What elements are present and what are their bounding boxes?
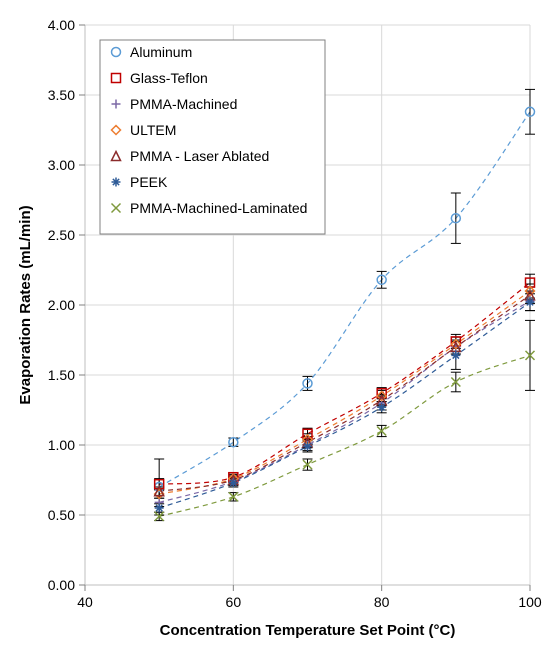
y-tick-label: 3.00 (48, 157, 75, 173)
series-Glass-Teflon (154, 274, 535, 490)
series-line (159, 302, 530, 508)
y-tick-label: 0.00 (48, 577, 75, 593)
x-tick-label: 100 (518, 594, 542, 610)
legend-item: PMMA - Laser Ablated (112, 148, 270, 164)
series-markers (155, 298, 535, 513)
series-ULTEM (154, 284, 535, 498)
x-tick-label: 80 (374, 594, 390, 610)
y-tick-label: 2.00 (48, 297, 75, 313)
series-markers (155, 287, 535, 499)
legend-label: ULTEM (130, 122, 176, 138)
legend-label: PMMA-Machined (130, 96, 237, 112)
series-markers (155, 351, 535, 521)
series-PMMA - Laser Ablated (154, 287, 535, 496)
y-axis-label: Evaporation Rates (mL/min) (17, 205, 34, 404)
y-tick-label: 3.50 (48, 87, 75, 103)
legend-label: Aluminum (130, 44, 192, 60)
evap-rate-chart: 40 60 80 100 0.00 0.50 1.00 1.50 2.00 2.50 3.00 3.5… (0, 0, 555, 657)
y-tick-label: 2.50 (48, 227, 75, 243)
series-line (159, 295, 530, 491)
legend-label: Glass-Teflon (130, 70, 208, 86)
series-PMMA-Machined (154, 291, 535, 507)
y-tick-label: 1.00 (48, 437, 75, 453)
x-axis-label: Concentration Temperature Set Point (°C) (160, 622, 456, 639)
legend-item: PMMA-Machined (112, 96, 238, 112)
chart-svg: 40 60 80 100 0.00 0.50 1.00 1.50 2.00 2.50 3.00 3.5… (0, 0, 555, 657)
x-tick-label: 40 (77, 594, 93, 610)
legend-label: PEEK (130, 174, 168, 190)
series-PEEK (154, 294, 535, 512)
y-tick-label: 4.00 (48, 17, 75, 33)
legend-label: PMMA - Laser Ablated (130, 148, 269, 164)
series-line (159, 291, 530, 494)
legend-item: PMMA-Machined-Laminated (112, 200, 308, 216)
y-tick-label: 1.50 (48, 367, 75, 383)
series-markers (155, 278, 535, 489)
series-markers (155, 296, 535, 507)
y-tick-label: 0.50 (48, 507, 75, 523)
x-tick-label: 60 (226, 594, 242, 610)
legend-label: PMMA-Machined-Laminated (130, 200, 307, 216)
series-markers (155, 291, 535, 496)
series-line (159, 355, 530, 516)
